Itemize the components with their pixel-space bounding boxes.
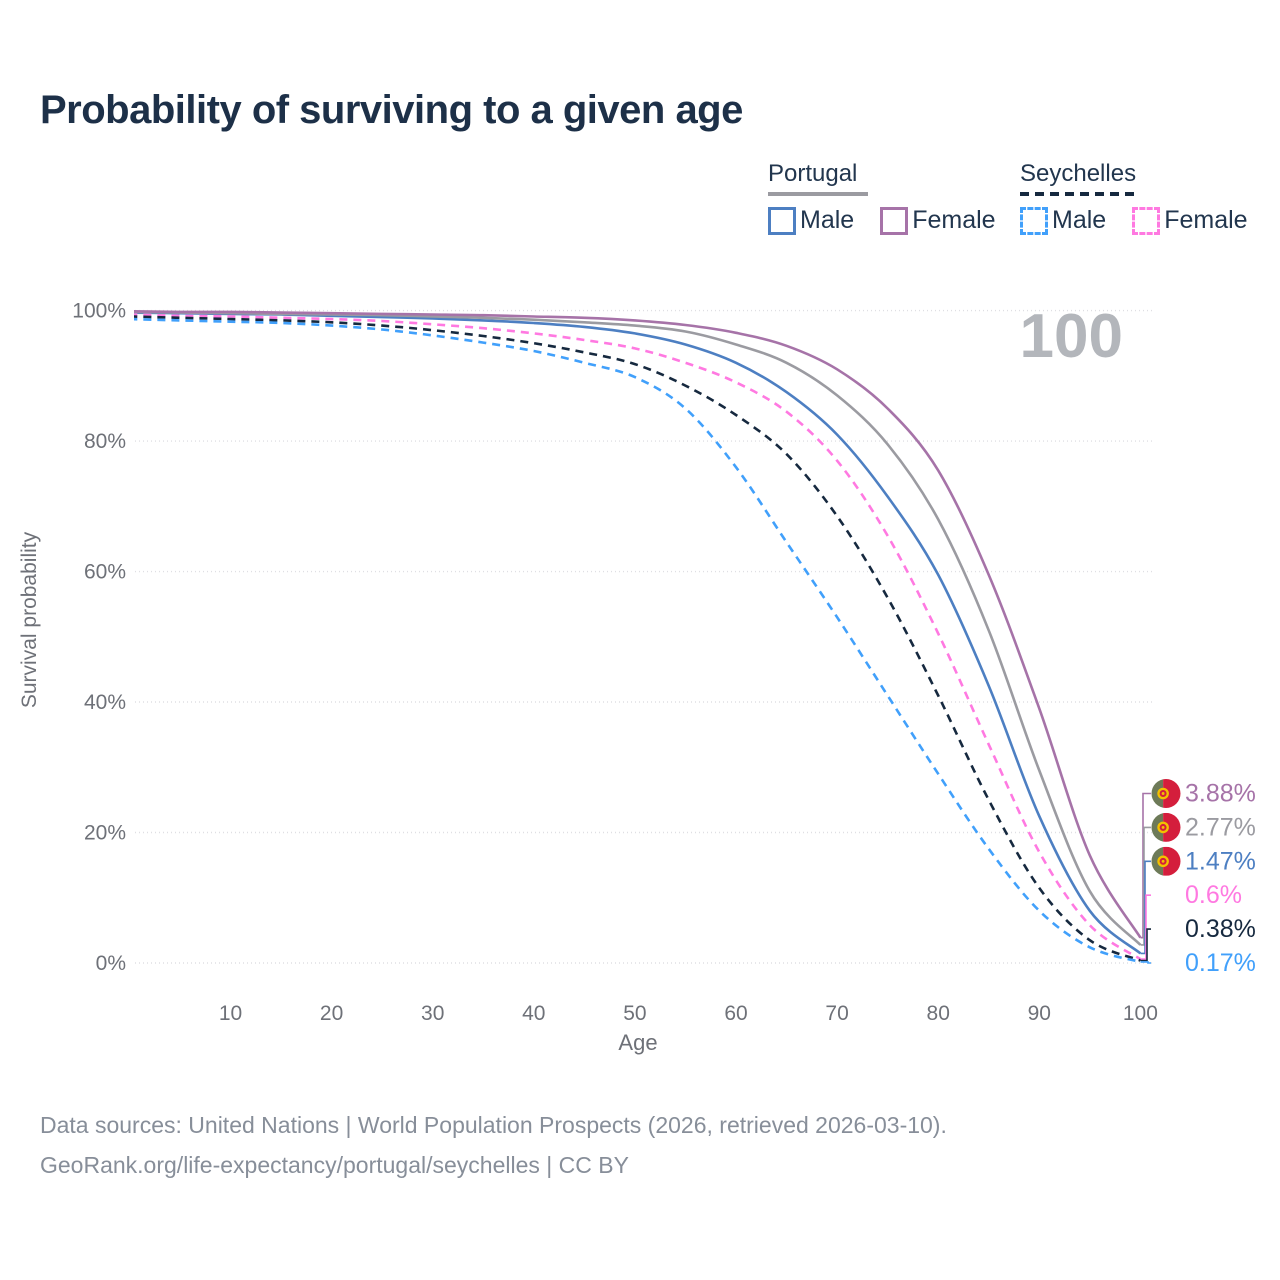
legend-header-seychelles: Seychelles (1020, 160, 1137, 187)
seychelles-flag-icon (1151, 947, 1183, 980)
leader-line-portugal-male (1140, 860, 1151, 955)
x-tick-label: 50 (623, 1002, 646, 1025)
leader-line-seychelles-female (1140, 894, 1151, 960)
legend-group-seychelles: Seychelles Male Female (1020, 160, 1248, 235)
seychelles-male-swatch[interactable] (1020, 206, 1048, 235)
legend-item-label: Female (912, 206, 996, 234)
series-line-seychelles-female[interactable] (129, 313, 1142, 961)
y-tick-label: 40% (84, 691, 126, 714)
leader-line-seychelles-male (1140, 961, 1151, 964)
portugal-flag-icon (1151, 779, 1181, 808)
legend-item-seychelles-female[interactable]: Female (1132, 206, 1248, 235)
x-tick-label: 20 (320, 1002, 343, 1025)
portugal-male-swatch[interactable] (768, 206, 796, 235)
series-line-seychelles[interactable] (129, 315, 1141, 962)
legend-item-portugal-female[interactable]: Female (880, 206, 996, 235)
leader-line-portugal-female (1140, 792, 1151, 939)
age-watermark: 100 (1019, 302, 1123, 371)
x-tick-label: 60 (724, 1002, 747, 1025)
y-tick-label: 80% (84, 430, 126, 453)
x-tick-label: 70 (825, 1002, 848, 1025)
x-tick-label: 10 (219, 1002, 242, 1025)
legend-item-label: Male (800, 206, 855, 234)
y-tick-label: 20% (84, 822, 126, 845)
legend-header-portugal: Portugal (768, 160, 858, 187)
series-end-label: 0.6% (1185, 881, 1242, 909)
legend-item-seychelles-male[interactable]: Male (1020, 206, 1106, 235)
x-tick-label: 80 (927, 1002, 950, 1025)
series-line-seychelles-male[interactable] (129, 317, 1141, 964)
x-tick-label: 100 (1123, 1002, 1158, 1025)
seychelles-flag-icon (1151, 879, 1183, 912)
legend-underline-portugal (768, 192, 868, 196)
x-tick-label: 90 (1028, 1002, 1051, 1025)
x-axis-title: Age (618, 1030, 657, 1055)
series-end-label: 2.77% (1185, 813, 1256, 841)
y-axis-title: Survival probability (18, 531, 41, 709)
series-end-label: 0.17% (1185, 949, 1256, 977)
y-tick-label: 100% (72, 300, 126, 323)
series-end-label: 0.38% (1185, 915, 1256, 943)
portugal-flag-icon (1151, 812, 1181, 842)
seychelles-female-swatch[interactable] (1132, 206, 1161, 235)
data-sources-line: Data sources: United Nations | World Pop… (40, 1112, 947, 1138)
seychelles-flag-icon (1151, 913, 1183, 946)
leader-line-seychelles (1140, 928, 1151, 962)
portugal-female-swatch[interactable] (880, 206, 909, 235)
legend-item-label: Male (1052, 206, 1107, 234)
series-end-label: 3.88% (1185, 780, 1256, 808)
portugal-flag-icon (1151, 846, 1181, 876)
series-line-portugal-female[interactable] (129, 310, 1142, 939)
x-tick-label: 30 (421, 1002, 444, 1025)
y-tick-label: 60% (84, 561, 126, 584)
legend-item-label: Female (1164, 206, 1248, 234)
page-title: Probability of surviving to a given age (40, 88, 743, 132)
attribution-line: GeoRank.org/life-expectancy/portugal/sey… (40, 1152, 629, 1178)
series-end-label: 1.47% (1185, 847, 1256, 875)
legend-item-portugal-male[interactable]: Male (768, 206, 854, 235)
leader-line-portugal (1140, 826, 1151, 946)
x-tick-label: 40 (522, 1002, 545, 1025)
legend-underline-seychelles (1020, 192, 1138, 196)
y-tick-label: 0% (96, 952, 126, 975)
legend-group-portugal: Portugal Male Female (768, 160, 996, 235)
